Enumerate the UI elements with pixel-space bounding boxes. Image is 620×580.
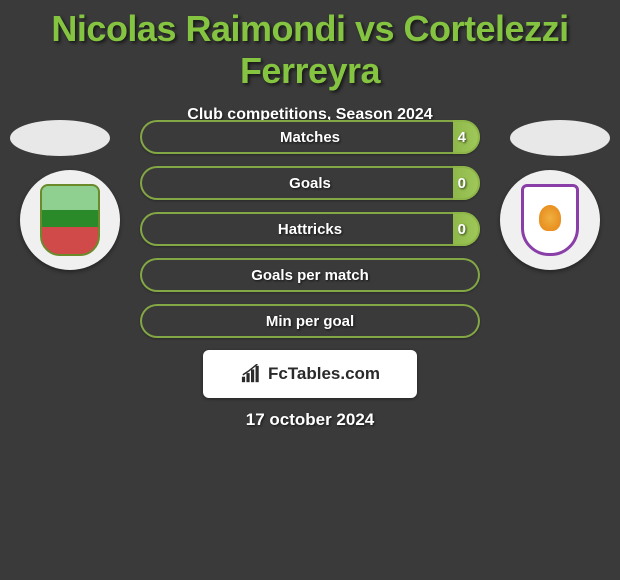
club-crest-right [521, 184, 579, 256]
stat-value: 0 [458, 175, 466, 192]
stat-label: Goals [289, 175, 331, 192]
stat-row-min-per-goal: Min per goal [140, 304, 480, 338]
stat-label: Matches [280, 129, 340, 146]
club-crest-left [40, 184, 100, 256]
date-label: 17 october 2024 [0, 410, 620, 430]
stats-list: Matches 4 Goals 0 Hattricks 0 Goals per … [140, 120, 480, 350]
player2-avatar-placeholder [510, 120, 610, 156]
player1-name: Nicolas Raimondi [51, 8, 345, 49]
source-logo-text: FcTables.com [268, 364, 380, 384]
stat-label: Goals per match [251, 267, 369, 284]
stat-row-hattricks: Hattricks 0 [140, 212, 480, 246]
stat-row-goals: Goals 0 [140, 166, 480, 200]
bar-chart-icon [240, 364, 262, 384]
stat-value: 0 [458, 221, 466, 238]
stat-label: Hattricks [278, 221, 342, 238]
stat-row-goals-per-match: Goals per match [140, 258, 480, 292]
comparison-card: Nicolas Raimondi vs Cortelezzi Ferreyra … [0, 0, 620, 580]
vs-separator: vs [345, 8, 403, 49]
source-logo: FcTables.com [203, 350, 417, 398]
player1-avatar-placeholder [10, 120, 110, 156]
stat-row-matches: Matches 4 [140, 120, 480, 154]
stat-value: 4 [458, 129, 466, 146]
page-title: Nicolas Raimondi vs Cortelezzi Ferreyra [0, 0, 620, 92]
player2-club-badge [500, 170, 600, 270]
stat-label: Min per goal [266, 313, 354, 330]
player1-club-badge [20, 170, 120, 270]
